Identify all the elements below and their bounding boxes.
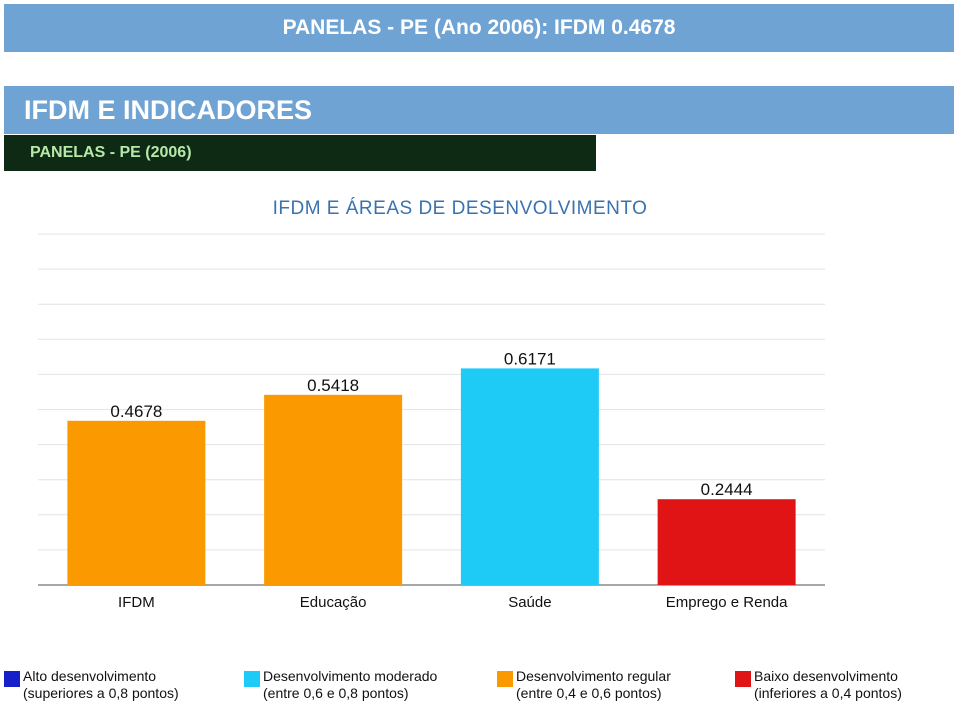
bar-3 <box>460 368 599 585</box>
legend-label-moderado: Desenvolvimento moderado <box>263 668 438 684</box>
legend-detail-moderado: (entre 0,6 e 0,8 pontos) <box>263 685 409 701</box>
legend-label-baixo: Baixo desenvolvimento <box>754 668 898 684</box>
legend-label-alto: Alto desenvolvimento <box>23 668 157 684</box>
bar-value-label: 0.6171 <box>504 349 556 368</box>
legend-item-moderado: Desenvolvimento moderado (entre 0,6 e 0,… <box>244 668 437 702</box>
section-header: IFDM E INDICADORES <box>4 86 954 134</box>
legend-detail-baixo: (inferiores a 0,4 pontos) <box>754 685 902 701</box>
bar-chart: 0.4678 IFDM 0.5418 Educação 0.6171 Saúde 0.244… <box>38 233 825 611</box>
municipality-label: PANELAS - PE (2006) <box>30 144 192 161</box>
bar-value-label: 0.4678 <box>110 402 162 421</box>
bar-value-label: 0.5418 <box>307 376 359 395</box>
legend-item-baixo: Baixo desenvolvimento (inferiores a 0,4 … <box>735 668 902 702</box>
chart-title: IFDM E ÁREAS DE DESENVOLVIMENTO <box>272 198 648 219</box>
x-tick-label: IFDM <box>118 594 155 611</box>
municipality-subheader: PANELAS - PE (2006) <box>4 135 596 171</box>
page-title: PANELAS - PE (Ano 2006): IFDM 0.4678 <box>282 16 676 39</box>
x-tick-label: Emprego e Renda <box>666 594 788 611</box>
bar-value-label: 0.2444 <box>701 480 753 499</box>
legend: Alto desenvolvimento (superiores a 0,8 p… <box>0 668 960 712</box>
legend-label-regular: Desenvolvimento regular <box>516 668 671 684</box>
section-title: IFDM E INDICADORES <box>24 94 313 125</box>
top-banner: PANELAS - PE (Ano 2006): IFDM 0.4678 <box>4 4 954 52</box>
legend-swatch-moderado <box>244 671 260 687</box>
legend-swatch-baixo <box>735 671 751 687</box>
bar-2 <box>264 394 403 585</box>
legend-item-alto: Alto desenvolvimento (superiores a 0,8 p… <box>4 668 179 702</box>
bar-4 <box>657 499 796 585</box>
x-tick-label: Saúde <box>508 594 551 611</box>
legend-detail-regular: (entre 0,4 e 0,6 pontos) <box>516 685 662 701</box>
bar-1 <box>67 420 206 585</box>
legend-item-regular: Desenvolvimento regular (entre 0,4 e 0,6… <box>497 668 671 702</box>
legend-swatch-alto <box>4 671 20 687</box>
legend-detail-alto: (superiores a 0,8 pontos) <box>23 685 179 701</box>
legend-swatch-regular <box>497 671 513 687</box>
x-tick-label: Educação <box>300 594 367 611</box>
